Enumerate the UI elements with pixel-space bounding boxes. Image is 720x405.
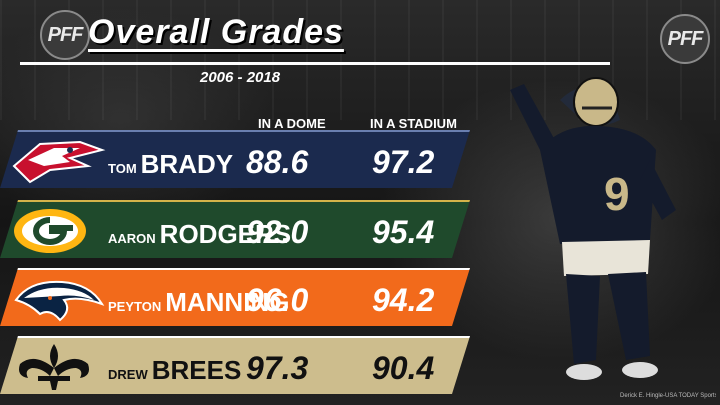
player-last-name: MANNING [165,287,290,317]
jersey-number: 9 [604,168,630,220]
packers-logo-icon [14,209,86,253]
column-header-stadium: IN A STADIUM [370,116,457,131]
grade-stadium: 90.4 [372,350,435,386]
qb-row-rodgers: AARON RODGERS 92.0 95.4 [0,200,470,258]
date-range: 2006 - 2018 [200,69,281,86]
player-last-name: RODGERS [159,219,292,249]
qb-row-manning: PEYTON MANNING 96.0 94.2 [0,268,470,326]
photo-credit: Derick E. Hingle-USA TODAY Sports [620,393,716,399]
player-name: DREW BREES [108,350,241,390]
page-title: Overall Grades [88,13,344,51]
player-last-name: BREES [151,355,242,385]
player-name: PEYTON MANNING [108,282,289,322]
grade-dome: 92.0 [246,214,309,250]
saints-logo-icon [19,344,89,390]
player-first-name: TOM [108,161,137,176]
player-last-name: BRADY [140,149,234,179]
player-first-name: AARON [108,231,156,246]
column-header-dome: IN A DOME [258,116,326,131]
broncos-logo-icon [14,280,105,322]
player-name: TOM BRADY [108,144,233,184]
grade-stadium: 94.2 [372,282,435,318]
grade-dome: 97.3 [246,350,309,386]
grade-dome: 96.0 [246,282,309,318]
player-first-name: PEYTON [108,299,162,314]
grade-stadium: 97.2 [372,144,435,180]
player-photo: 9 [510,77,676,380]
title-underline [20,62,610,65]
patriots-logo-icon [12,140,106,184]
pff-logo-right: PFF [660,14,710,64]
grade-dome: 88.6 [246,144,309,180]
pff-logo-left: PFF [40,10,90,60]
grade-stadium: 95.4 [372,214,435,250]
player-first-name: DREW [108,367,148,382]
qb-row-brees: DREW BREES 97.3 90.4 [0,336,470,394]
qb-row-brady: TOM BRADY 88.6 97.2 [0,130,470,188]
player-name: AARON RODGERS [108,214,291,254]
